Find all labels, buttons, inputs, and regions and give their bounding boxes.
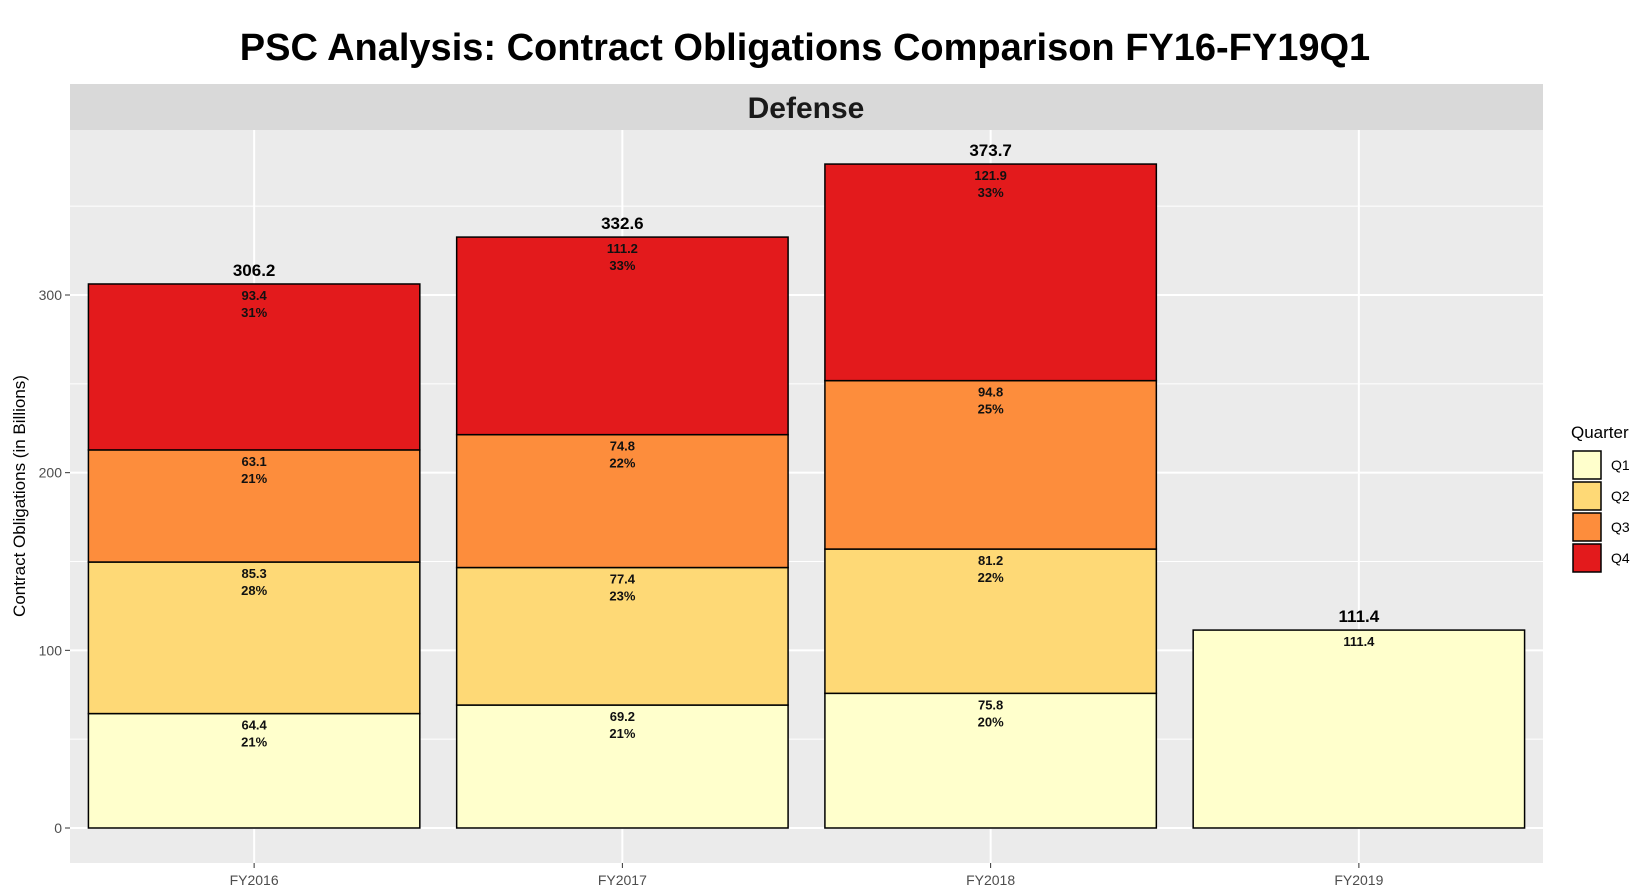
segment-value-label: 81.2 (978, 553, 1003, 568)
segment-percent-label: 31% (241, 305, 267, 320)
segment-value-label: 75.8 (978, 697, 1003, 712)
segment-percent-label: 28% (241, 583, 267, 598)
bars (87, 163, 1526, 829)
legend-label: Q1 (1611, 457, 1630, 473)
segment-percent-label: 21% (241, 471, 267, 486)
legend-title: Quarter (1571, 423, 1629, 442)
y-axis: 0 100 200 300 (39, 287, 70, 836)
segment-value-label: 111.2 (607, 241, 638, 256)
segment-value-label: 94.8 (978, 385, 1003, 400)
bar-total-label: 332.6 (601, 214, 644, 233)
legend-label: Q3 (1611, 519, 1630, 535)
legend: Quarter Q1 Q2 Q3 Q4 (1571, 423, 1630, 573)
x-tick-label: FY2016 (230, 872, 279, 888)
data-labels: 64.4 21% 85.3 28% 63.1 21% 93.4 31% 306.2 69.2 21%… (233, 141, 1380, 750)
segment-value-label: 64.4 (241, 718, 267, 733)
y-tick-label: 100 (39, 642, 63, 658)
x-tick-label: FY2017 (598, 872, 647, 888)
y-axis-title: Contract Obligations (in Billions) (10, 375, 29, 617)
segment-value-label: 85.3 (241, 566, 266, 581)
facet-strip (70, 84, 1543, 130)
bar-total-label: 306.2 (233, 261, 276, 280)
x-axis: FY2016 FY2017 FY2018 FY2019 (230, 863, 1384, 888)
segment-value-label: 93.4 (241, 288, 267, 303)
bar-segment-q1 (824, 692, 1158, 829)
segment-percent-label: 20% (978, 714, 1004, 729)
bar-segment-q1 (455, 704, 789, 829)
facet-label: Defense (748, 92, 865, 125)
bar-segment-q4 (824, 163, 1158, 382)
segment-value-label: 77.4 (610, 572, 636, 587)
chart-title: PSC Analysis: Contract Obligations Compa… (240, 27, 1370, 69)
legend-swatch-q4 (1572, 543, 1602, 573)
segment-value-label: 69.2 (610, 709, 635, 724)
bar-segment-q4 (455, 236, 789, 436)
bar-segment-q2 (824, 548, 1158, 695)
segment-percent-label: 25% (978, 402, 1004, 417)
bar-segment-q4 (87, 283, 421, 451)
segment-percent-label: 21% (609, 726, 635, 741)
segment-percent-label: 23% (609, 589, 635, 604)
segment-percent-label: 22% (978, 570, 1004, 585)
bar-segment-q1 (1192, 629, 1526, 829)
y-tick-label: 200 (39, 465, 63, 481)
bar-total-label: 373.7 (969, 141, 1012, 160)
bar-total-label: 111.4 (1339, 607, 1380, 626)
segment-value-label: 121.9 (974, 168, 1007, 183)
segment-percent-label: 33% (609, 258, 635, 273)
segment-value-label: 111.4 (1343, 634, 1375, 649)
legend-label: Q2 (1611, 488, 1630, 504)
bar-segment-q3 (455, 433, 789, 569)
x-tick-label: FY2019 (1334, 872, 1383, 888)
legend-swatch-q2 (1572, 481, 1602, 511)
segment-percent-label: 33% (978, 185, 1004, 200)
legend-swatch-q1 (1572, 450, 1602, 480)
bar-segment-q3 (824, 379, 1158, 550)
segment-value-label: 63.1 (241, 454, 266, 469)
y-tick-label: 300 (39, 287, 63, 303)
segment-percent-label: 22% (609, 456, 635, 471)
x-tick-label: FY2018 (966, 872, 1015, 888)
legend-swatch-q3 (1572, 512, 1602, 542)
y-tick-label: 0 (54, 820, 62, 836)
bar-segment-q2 (455, 566, 789, 706)
segment-value-label: 74.8 (610, 439, 635, 454)
segment-percent-label: 21% (241, 735, 267, 750)
legend-label: Q4 (1611, 550, 1630, 566)
